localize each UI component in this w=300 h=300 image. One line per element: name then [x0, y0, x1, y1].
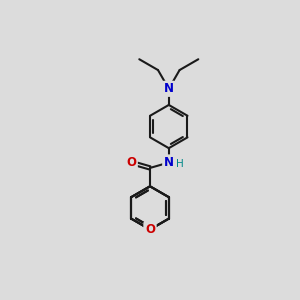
Text: O: O: [126, 156, 136, 169]
Text: N: N: [164, 156, 174, 169]
Text: N: N: [164, 82, 174, 95]
Text: N: N: [164, 82, 174, 95]
Text: O: O: [145, 223, 155, 236]
Text: H: H: [176, 159, 184, 169]
Text: O: O: [145, 223, 155, 236]
Text: H: H: [176, 159, 184, 169]
Text: O: O: [126, 156, 136, 169]
Text: N: N: [164, 156, 174, 169]
